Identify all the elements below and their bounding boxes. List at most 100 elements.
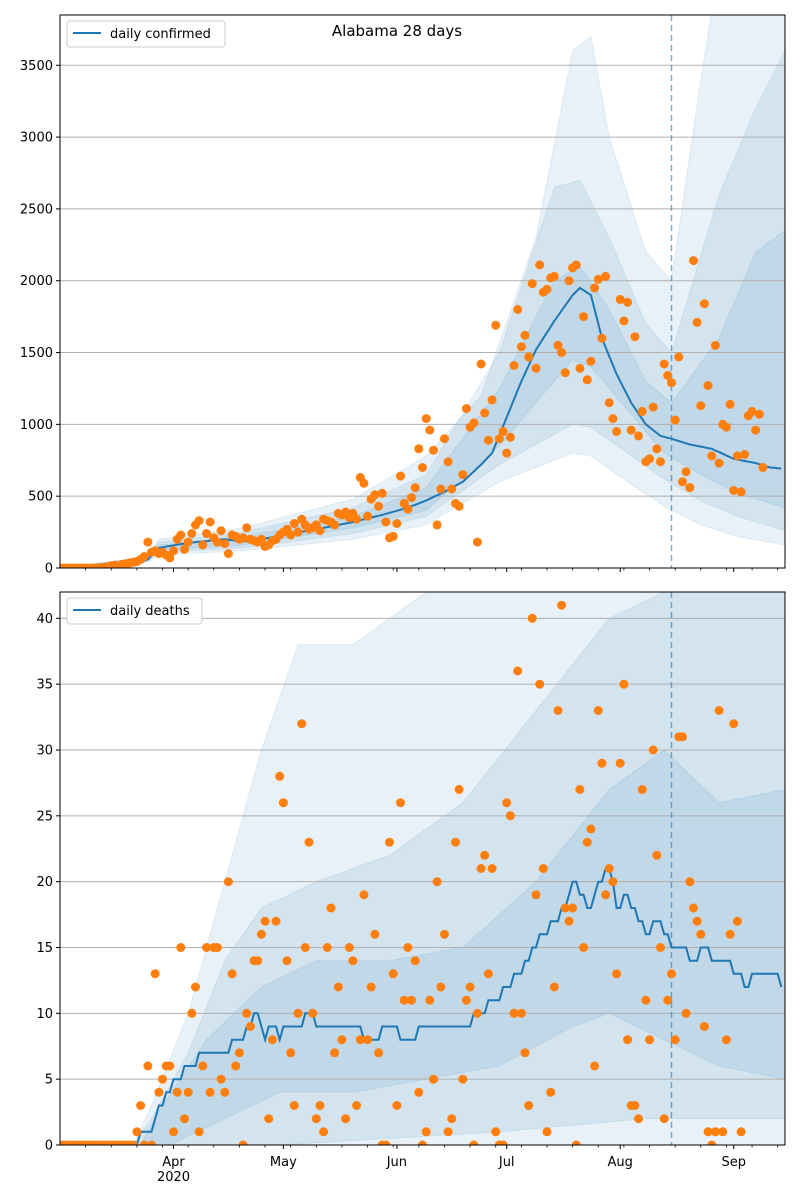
data-point: [480, 408, 490, 418]
data-point: [560, 368, 570, 378]
data-point: [623, 297, 633, 307]
data-point: [740, 450, 750, 459]
data-point: [326, 903, 336, 913]
data-point: [396, 798, 405, 808]
data-point: [678, 477, 687, 487]
data-point: [513, 305, 523, 314]
data-point: [469, 1140, 479, 1145]
data-point: [315, 1101, 325, 1110]
data-point: [205, 517, 215, 527]
data-point: [710, 340, 720, 350]
data-point: [667, 378, 676, 388]
data-point: [165, 553, 175, 563]
band-0: [60, 15, 785, 568]
data-point: [267, 1035, 277, 1045]
data-point: [557, 600, 567, 610]
data-point: [451, 837, 460, 847]
confirmed-x-axis: [85, 568, 779, 572]
data-point: [418, 1140, 427, 1145]
data-point: [549, 271, 559, 281]
data-point: [619, 679, 629, 689]
data-point: [732, 451, 742, 461]
data-point: [509, 1008, 519, 1018]
confirmed-y-axis: 0 500 1000 1500 2000 2500 3000 3500: [20, 59, 60, 577]
data-point: [494, 434, 504, 444]
data-point: [604, 864, 614, 873]
data-point: [758, 463, 768, 472]
data-point: [736, 487, 746, 497]
data-point: [612, 427, 622, 436]
data-point: [165, 1061, 175, 1071]
data-point: [337, 1035, 347, 1045]
data-point: [289, 1101, 299, 1110]
chart-title: Alabama 28 days: [332, 22, 462, 40]
data-point: [575, 363, 585, 373]
data-point: [304, 837, 314, 847]
data-point: [601, 271, 611, 281]
data-point: [487, 395, 497, 405]
data-point: [465, 982, 475, 992]
data-point: [414, 444, 424, 454]
data-point: [183, 1087, 193, 1097]
data-point: [311, 1114, 321, 1124]
data-point: [579, 943, 589, 952]
data-point: [721, 422, 731, 432]
data-point: [425, 995, 435, 1005]
data-point: [718, 1127, 728, 1137]
data-point: [330, 520, 340, 530]
data-point: [491, 320, 501, 330]
data-point: [143, 1061, 153, 1071]
band-0: [60, 592, 785, 1145]
y-tick-label-35: 35: [36, 678, 53, 693]
data-point: [476, 359, 486, 369]
data-point: [352, 514, 362, 524]
data-point: [220, 539, 230, 549]
data-point: [308, 1008, 318, 1018]
data-point: [421, 414, 431, 424]
data-point: [483, 969, 493, 979]
data-point: [476, 864, 486, 873]
data-point: [542, 1127, 552, 1137]
data-point: [128, 1140, 138, 1145]
data-point: [681, 467, 691, 477]
data-point: [176, 943, 186, 952]
data-point: [732, 916, 742, 926]
data-point: [641, 995, 651, 1005]
data-point: [183, 537, 193, 547]
data-point: [630, 332, 640, 342]
data-point: [286, 1048, 296, 1058]
data-point: [652, 850, 662, 860]
y-tick-label-10: 10: [36, 1007, 53, 1022]
data-point: [212, 943, 222, 952]
data-point: [429, 1074, 438, 1084]
data-point: [275, 771, 285, 781]
data-point: [154, 1087, 164, 1097]
data-point: [158, 1074, 167, 1084]
deaths-y-axis: 0 5 10 15 20 25 30 35 40: [36, 612, 60, 1154]
data-point: [366, 982, 376, 992]
model-line: [60, 286, 782, 568]
data-point: [359, 478, 369, 488]
data-point: [139, 1140, 149, 1145]
data-point: [385, 837, 394, 847]
data-point: [440, 929, 449, 939]
data-point: [736, 1127, 746, 1137]
data-point: [256, 534, 266, 544]
data-point: [667, 969, 676, 979]
data-point: [363, 511, 373, 521]
data-point: [216, 526, 226, 536]
data-point: [659, 359, 669, 369]
data-point: [333, 982, 343, 992]
data-point: [557, 348, 567, 357]
data-point: [593, 706, 603, 715]
data-point: [670, 1035, 680, 1045]
data-point: [725, 399, 735, 409]
data-point: [505, 811, 515, 821]
data-point: [297, 719, 307, 729]
data-point: [392, 1101, 402, 1110]
data-point: [454, 501, 464, 511]
data-point: [220, 1087, 230, 1097]
data-point: [436, 982, 446, 992]
data-point: [549, 982, 559, 992]
data-point: [535, 679, 545, 689]
